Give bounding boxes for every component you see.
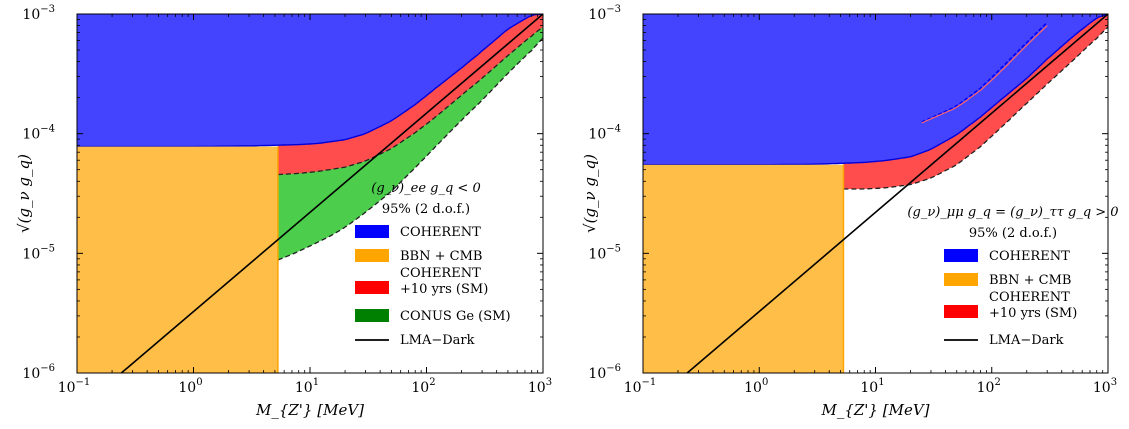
x-tick-label: 103 [1093,377,1117,396]
series-coherent-fill [77,14,543,147]
legend-swatch-coherent-10-yrs-sm [355,281,389,294]
x-tick-exponent: 0 [762,377,768,388]
series-coherent-island-upper [921,21,1048,123]
legend-swatch-coherent [355,225,389,238]
series-coherent-edge [643,14,1108,166]
legend-label-coherent-10-yrs-sm: +10 yrs (SM) [989,306,1077,321]
legend-label-bbn-cmb: BBN + CMB [989,273,1071,288]
y-axis-label: √(g_ν g_q) [581,154,599,233]
y-axis-label: √(g_ν g_q) [15,154,33,233]
x-tick-label: 102 [411,377,435,396]
x-tick-exponent: 1 [313,377,319,388]
y-tick-exponent: −5 [606,243,621,254]
x-axis-label: M_{Z'} [MeV] [255,401,364,419]
x-tick-label: 102 [977,377,1001,396]
series-bbn-cmb-fill [643,164,844,373]
legend-label-coherent-10-yrs-sm: +10 yrs (SM) [400,282,488,297]
y-tick-label: 10−5 [588,243,621,262]
y-tick-exponent: −3 [40,4,55,15]
series-coherent-fill [643,14,1108,165]
legend-subtitle: 95% (2 d.o.f.) [382,202,470,217]
y-tick-exponent: −4 [40,124,55,135]
series-lma-dark [686,14,1108,373]
legend-label-conus-ge-sm: CONUS Ge (SM) [400,309,511,324]
y-tick-exponent: −6 [40,363,55,374]
legend-label-bbn-cmb: BBN + CMB [400,249,482,264]
y-tick-label: 10−4 [22,124,55,143]
y-tick-exponent: −6 [606,363,621,374]
legend-label-coherent-10-yrs-sm: COHERENT [989,290,1070,305]
series-coherent-10-yrs-sm-edge [277,26,543,176]
x-tick-label: 10−1 [624,377,657,396]
x-tick-exponent: −1 [642,377,657,388]
legend-swatch-conus-ge-sm [355,309,389,322]
legend-title: (g_ν)_μμ g_q = (g_ν)_ττ g_q > 0 [907,205,1118,220]
series-coherent-island-lower [921,25,1048,124]
x-tick-exponent: 2 [994,377,1000,388]
y-tick-exponent: −5 [40,243,55,254]
x-tick-label: 103 [528,377,552,396]
y-tick-label: 10−5 [22,243,55,262]
x-tick-label: 100 [178,377,202,396]
legend-title: (g_ν)_ee g_q < 0 [371,181,480,196]
y-tick-label: 10−6 [22,363,55,382]
legend-swatch-coherent [944,249,978,262]
legend-label-coherent: COHERENT [989,249,1070,264]
series-lma-dark [120,14,543,373]
series-bbn-cmb-fill [77,146,278,373]
x-tick-label: 101 [860,377,884,396]
x-tick-exponent: 2 [429,377,435,388]
plot-area [77,14,543,373]
legend-swatch-bbn-cmb [355,249,389,262]
legend-subtitle: 95% (2 d.o.f.) [969,226,1057,241]
y-tick-label: 10−3 [22,4,55,23]
legend-swatch-bbn-cmb [944,273,978,286]
x-axis-label: M_{Z'} [MeV] [820,401,929,419]
y-tick-label: 10−4 [588,124,621,143]
x-tick-exponent: 3 [1111,377,1117,388]
x-tick-exponent: 3 [546,377,552,388]
legend-swatch-coherent-10-yrs-sm [944,305,978,318]
legend-label-lma-dark: LMA−Dark [400,333,475,348]
y-tick-exponent: −3 [606,4,621,15]
series-coherent-edge [77,14,543,148]
x-tick-exponent: 0 [196,377,202,388]
y-tick-label: 10−6 [588,363,621,382]
x-tick-exponent: 1 [878,377,884,388]
x-tick-exponent: −1 [76,377,91,388]
y-tick-label: 10−3 [588,4,621,23]
legend-label-coherent: COHERENT [400,225,481,240]
y-tick-exponent: −4 [606,124,621,135]
x-tick-label: 100 [744,377,768,396]
x-tick-label: 10−1 [58,377,91,396]
series-coherent-10-yrs-sm-edge [843,26,1108,190]
legend-label-coherent-10-yrs-sm: COHERENT [400,266,481,281]
plot-area [643,14,1108,373]
x-tick-label: 101 [295,377,319,396]
legend-label-lma-dark: LMA−Dark [989,333,1064,348]
